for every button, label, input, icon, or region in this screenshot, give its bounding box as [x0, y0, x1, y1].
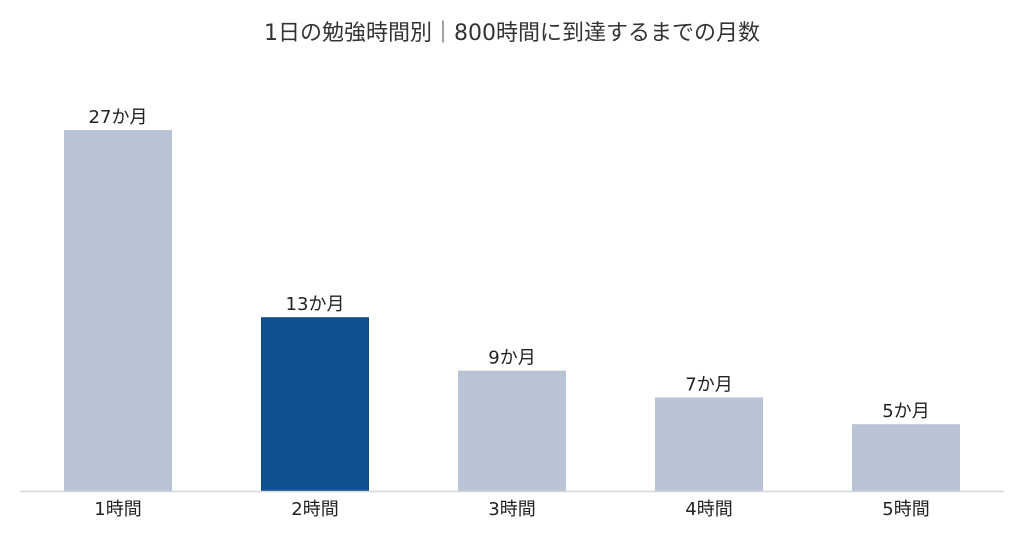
x-tick-label-1: 1時間: [94, 499, 141, 520]
bar-1: [64, 130, 172, 491]
data-label-1: 27か月: [89, 107, 148, 128]
bar-2: [261, 317, 369, 491]
x-tick-label-5: 5時間: [882, 499, 929, 520]
bar-3: [458, 370, 566, 491]
data-label-2: 13か月: [286, 294, 345, 315]
x-tick-label-2: 2時間: [291, 499, 338, 520]
data-label-5: 5か月: [882, 401, 929, 422]
data-label-4: 7か月: [685, 374, 732, 395]
chart-title: 1日の勉強時間別｜800時間に到達するまでの月数: [264, 21, 760, 46]
data-label-3: 9か月: [488, 348, 535, 369]
x-tick-label-4: 4時間: [685, 499, 732, 520]
bars-group: [64, 130, 960, 491]
x-tick-label-3: 3時間: [488, 499, 535, 520]
x-tick-labels-group: 1時間 2時間 3時間 4時間 5時間: [94, 499, 929, 520]
bar-4: [655, 397, 763, 491]
bar-5: [852, 424, 960, 491]
data-labels-group: 27か月 13か月 9か月 7か月 5か月: [89, 107, 930, 422]
